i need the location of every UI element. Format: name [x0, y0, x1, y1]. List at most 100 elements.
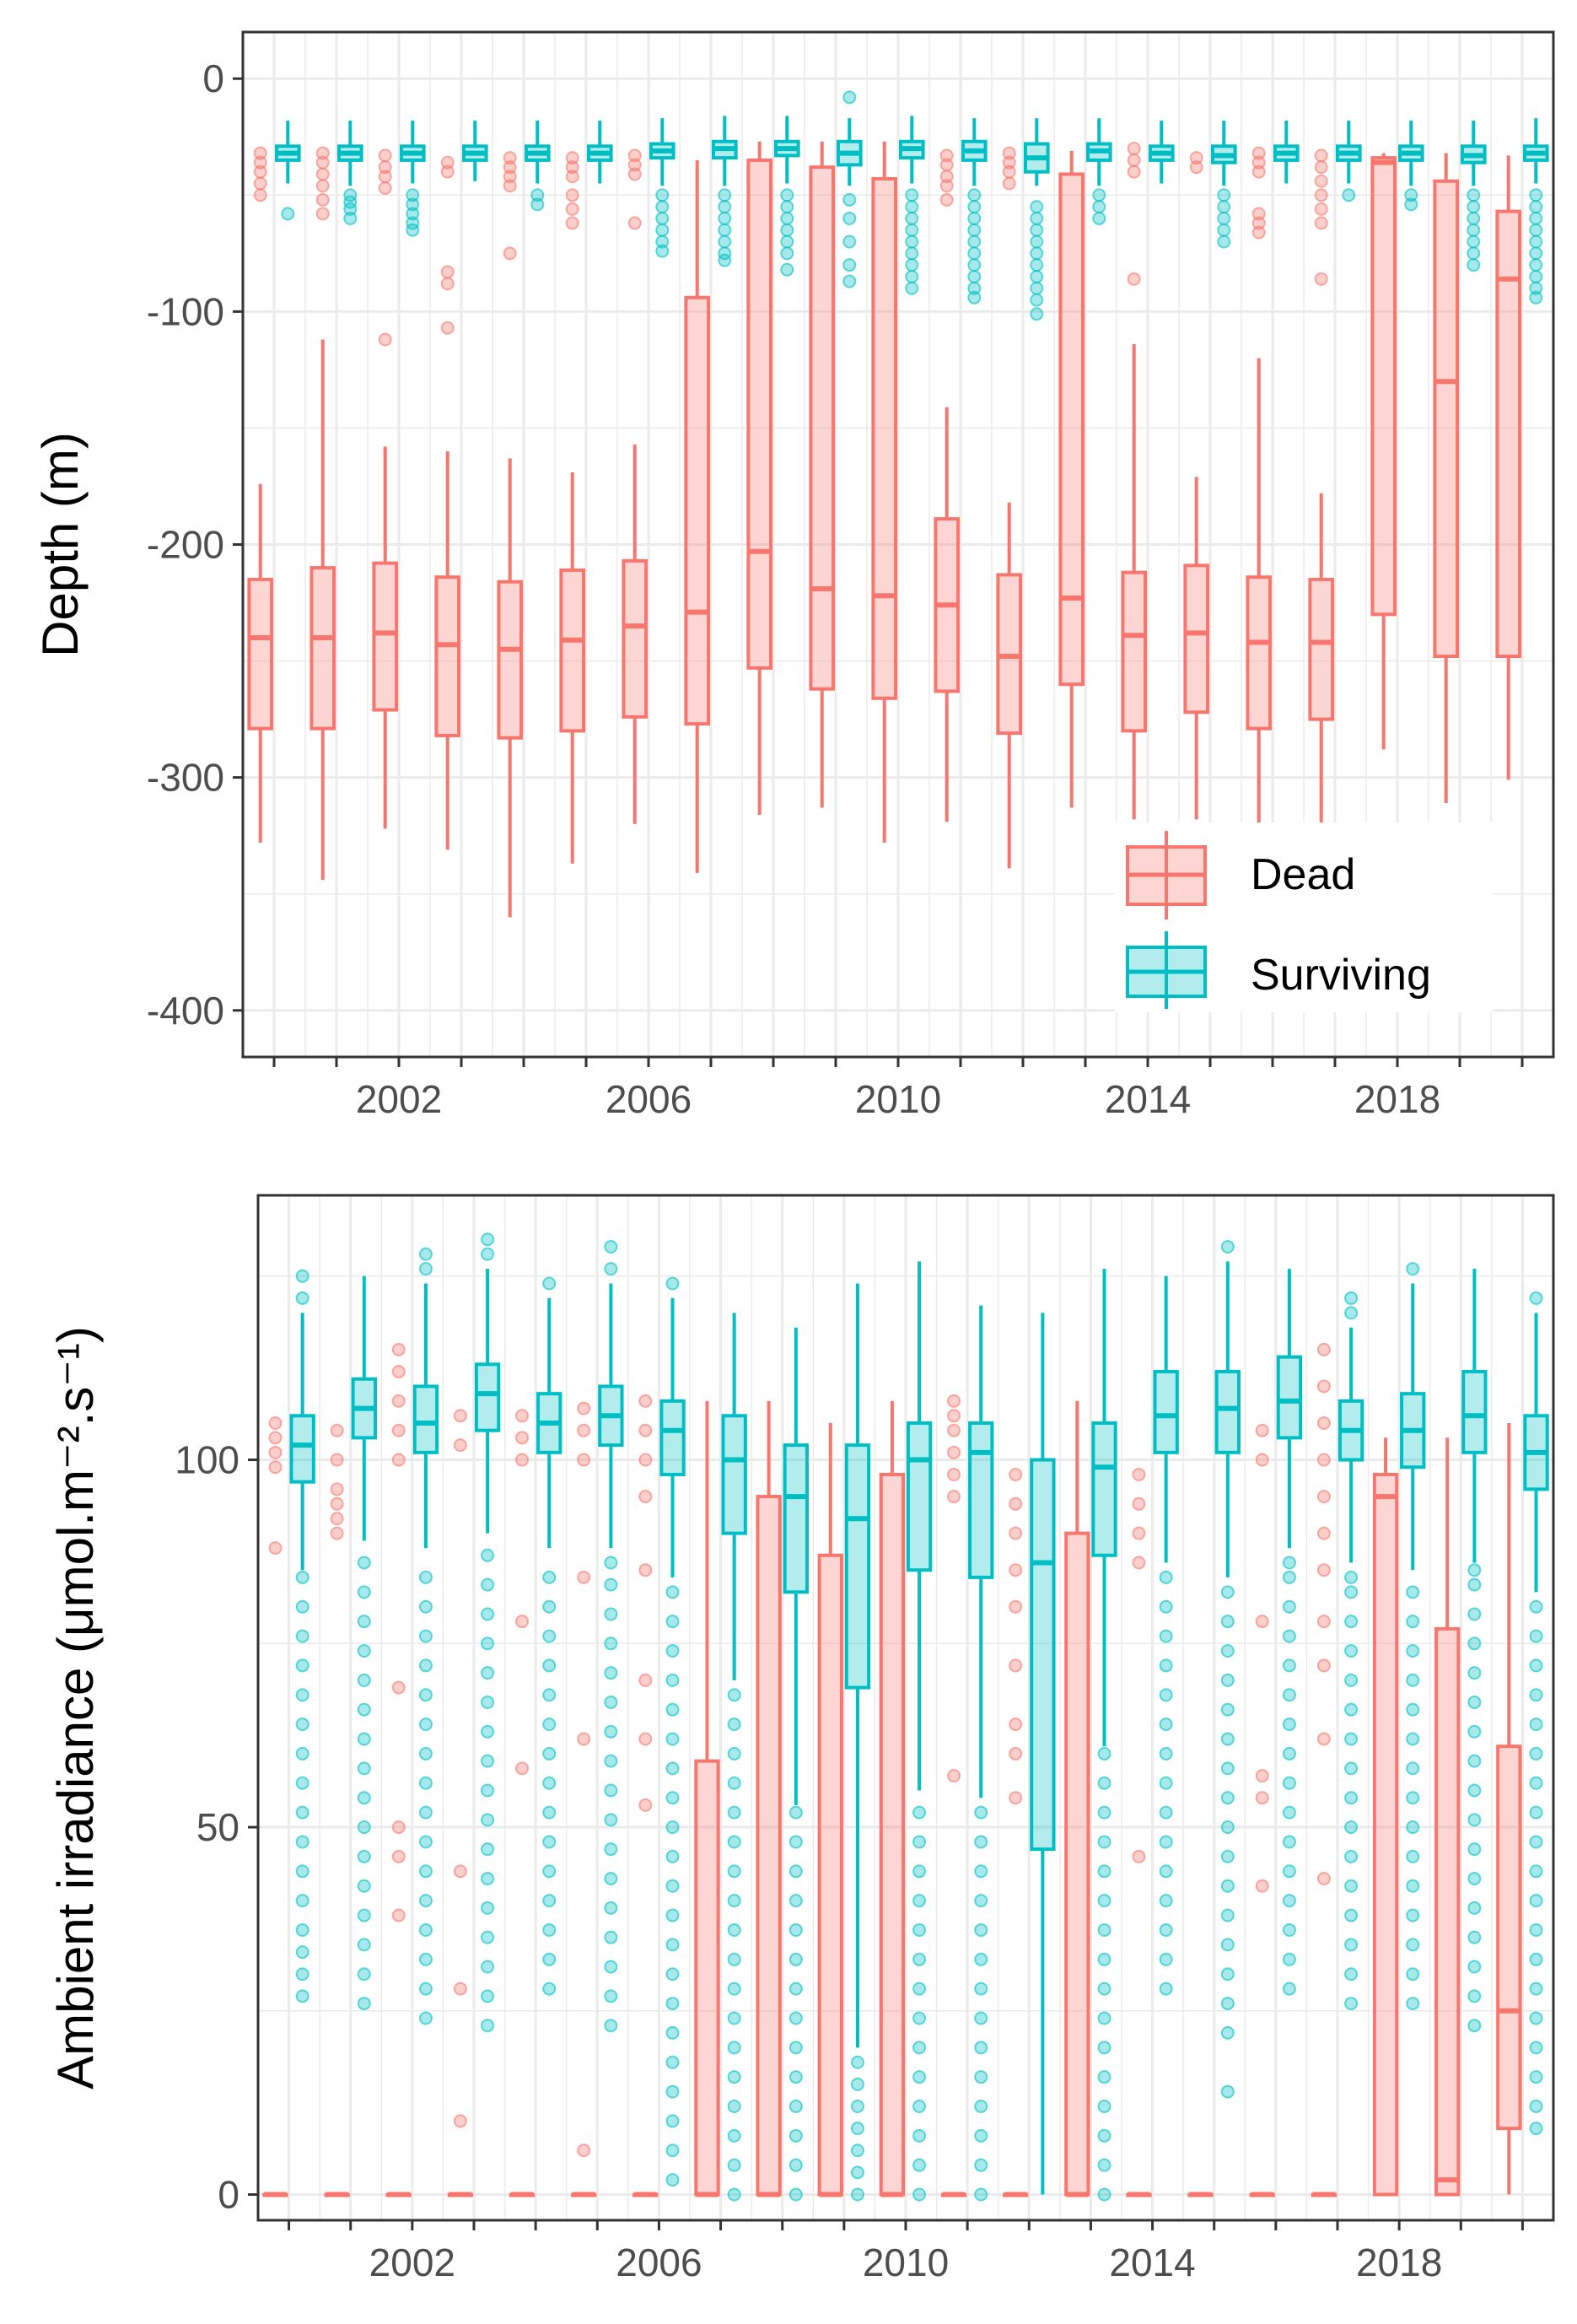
outlier-point [295, 1805, 309, 1820]
outlier-point [638, 1453, 653, 1467]
outlier-point [253, 176, 267, 191]
outlier-point [1189, 151, 1203, 165]
outlier-point [1002, 155, 1016, 170]
outlier-point [1467, 211, 1481, 225]
box-dead-2013 [1064, 1400, 1090, 2197]
outlier-point [1159, 1717, 1173, 1732]
outlier-point [1159, 1864, 1173, 1879]
outlier-point [1097, 1864, 1111, 1879]
outlier-point [638, 1798, 653, 1812]
outlier-point [481, 1577, 495, 1592]
outlier-point [655, 244, 670, 258]
outlier-point [268, 1460, 283, 1475]
outlier-point [1467, 246, 1481, 261]
outlier-point [1159, 1982, 1173, 1996]
outlier-point [1467, 2019, 1482, 2033]
box-body [247, 577, 274, 731]
outlier-point [1316, 1658, 1331, 1673]
box-dead-2001 [309, 146, 336, 881]
outlier-point [1220, 1879, 1235, 1893]
outlier-point [1467, 1563, 1482, 1577]
outlier-point [440, 265, 455, 279]
outlier-point [780, 188, 794, 202]
outlier-point [1127, 272, 1141, 286]
outlier-point [1344, 1732, 1359, 1746]
outlier-point [418, 1776, 433, 1790]
outlier-point [481, 1548, 495, 1562]
outlier-point [1159, 1835, 1173, 1849]
box-body [1496, 1744, 1522, 2131]
outlier-point [905, 269, 919, 283]
outlier-point [912, 1894, 927, 1908]
box-surviving-2001 [336, 120, 363, 225]
box-surviving-2001 [351, 1275, 377, 2011]
outlier-point [542, 1570, 557, 1584]
outlier-point [1030, 235, 1044, 249]
outlier-point [1159, 1746, 1173, 1761]
outlier-point [627, 167, 642, 181]
outlier-point [357, 1615, 371, 1629]
outlier-point [780, 211, 794, 225]
outlier-point [357, 1997, 371, 2011]
outlier-point [1529, 290, 1543, 305]
outlier-point [665, 2173, 680, 2187]
outlier-point [727, 1688, 741, 1702]
outlier-point [481, 1930, 495, 1944]
outlier-point [253, 155, 267, 170]
outlier-point [1467, 200, 1481, 214]
outlier-point [515, 1453, 530, 1467]
outlier-point [665, 2025, 680, 2040]
outlier-point [727, 2128, 741, 2143]
box-dead-2019 [1434, 1437, 1461, 2197]
outlier-point [330, 1482, 344, 1496]
outlier-point [718, 200, 732, 214]
outlier-point [1406, 1615, 1420, 1629]
outlier-point [418, 1835, 433, 1849]
outlier-point [1097, 2187, 1111, 2202]
outlier-point [905, 211, 919, 225]
box-body [1153, 1370, 1179, 1454]
outlier-point [850, 2143, 864, 2158]
outlier-point [357, 1673, 371, 1687]
outlier-point [1529, 1776, 1543, 1790]
box-dead-2012 [996, 146, 1023, 869]
box-surviving-2014 [1153, 1275, 1179, 1996]
outlier-point [1217, 223, 1231, 237]
outlier-point [655, 223, 670, 237]
box-surviving-2006 [649, 118, 675, 258]
outlier-point [1467, 1842, 1482, 1857]
outlier-point [1282, 1805, 1296, 1820]
outlier-point [1159, 1776, 1173, 1790]
outlier-point [565, 216, 579, 230]
outlier-point [604, 1754, 618, 1768]
box-dead-2015 [1183, 151, 1210, 820]
box-body [659, 1399, 686, 1476]
outlier-point [974, 2041, 988, 2055]
outlier-point [330, 1453, 344, 1467]
outlier-point [1002, 176, 1016, 191]
outlier-point [253, 146, 267, 160]
outlier-point [1314, 272, 1328, 286]
outlier-point [577, 1453, 591, 1467]
outlier-point [627, 216, 642, 230]
outlier-point [481, 1754, 495, 1768]
outlier-point [665, 1615, 680, 1629]
outlier-point [530, 197, 545, 212]
outlier-point [357, 1644, 371, 1658]
outlier-point [295, 1864, 309, 1879]
x-tick-label: 2010 [855, 1077, 941, 1121]
outlier-point [1316, 1416, 1331, 1430]
box-dead-2006 [622, 148, 649, 824]
outlier-point [391, 1453, 406, 1467]
outlier-point [912, 1922, 927, 1937]
outlier-point [1282, 1776, 1296, 1790]
box-dead-2017 [1311, 1342, 1337, 2197]
outlier-point [947, 1409, 961, 1423]
y-tick-label: 0 [218, 2173, 240, 2217]
outlier-point [1406, 1997, 1420, 2011]
outlier-point [1314, 174, 1328, 188]
outlier-point [1344, 1820, 1359, 1835]
outlier-point [481, 1695, 495, 1709]
outlier-point [343, 188, 358, 202]
outlier-point [1220, 1239, 1235, 1254]
